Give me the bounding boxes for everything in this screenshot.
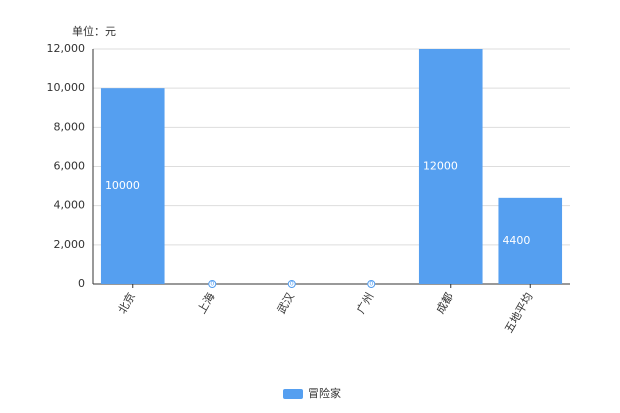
data-label: 10000 — [105, 179, 140, 192]
y-tick-label: 0 — [78, 277, 85, 290]
bar — [498, 197, 563, 284]
x-tick-label: 武汉 — [275, 291, 297, 317]
x-tick-label: 北京 — [115, 290, 138, 316]
legend-label: 冒险家 — [308, 386, 341, 400]
y-tick-label: 4,000 — [54, 199, 86, 212]
y-tick-label: 6,000 — [54, 160, 86, 173]
data-label: 12000 — [423, 160, 458, 173]
y-tick-label: 8,000 — [54, 120, 86, 133]
bar — [100, 88, 165, 285]
x-tick-label: 上海 — [194, 290, 217, 316]
y-tick-label: 12,000 — [47, 42, 86, 55]
x-tick-label: 五地平均 — [502, 291, 535, 336]
y-tick-label: 2,000 — [54, 238, 86, 251]
zero-marker — [367, 280, 376, 288]
data-label: 0 — [210, 281, 214, 288]
bar — [418, 49, 483, 284]
y-axis-unit: 单位：元 — [72, 24, 116, 38]
y-tick-label: 10,000 — [47, 81, 86, 94]
zero-marker — [287, 280, 296, 288]
data-label: 0 — [369, 281, 373, 288]
data-label: 4400 — [502, 234, 530, 247]
legend-swatch — [283, 389, 303, 399]
x-tick-label: 广州 — [354, 291, 376, 317]
x-tick-label: 成都 — [434, 291, 456, 317]
zero-marker — [208, 280, 217, 288]
data-label: 0 — [290, 281, 294, 288]
